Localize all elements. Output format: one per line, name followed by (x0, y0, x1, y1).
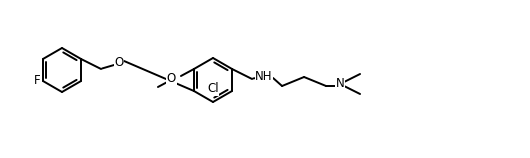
Text: F: F (34, 75, 41, 88)
Text: N: N (335, 78, 344, 91)
Text: O: O (114, 57, 123, 70)
Text: NH: NH (255, 70, 273, 83)
Text: Cl: Cl (207, 82, 219, 95)
Text: O: O (167, 72, 176, 85)
